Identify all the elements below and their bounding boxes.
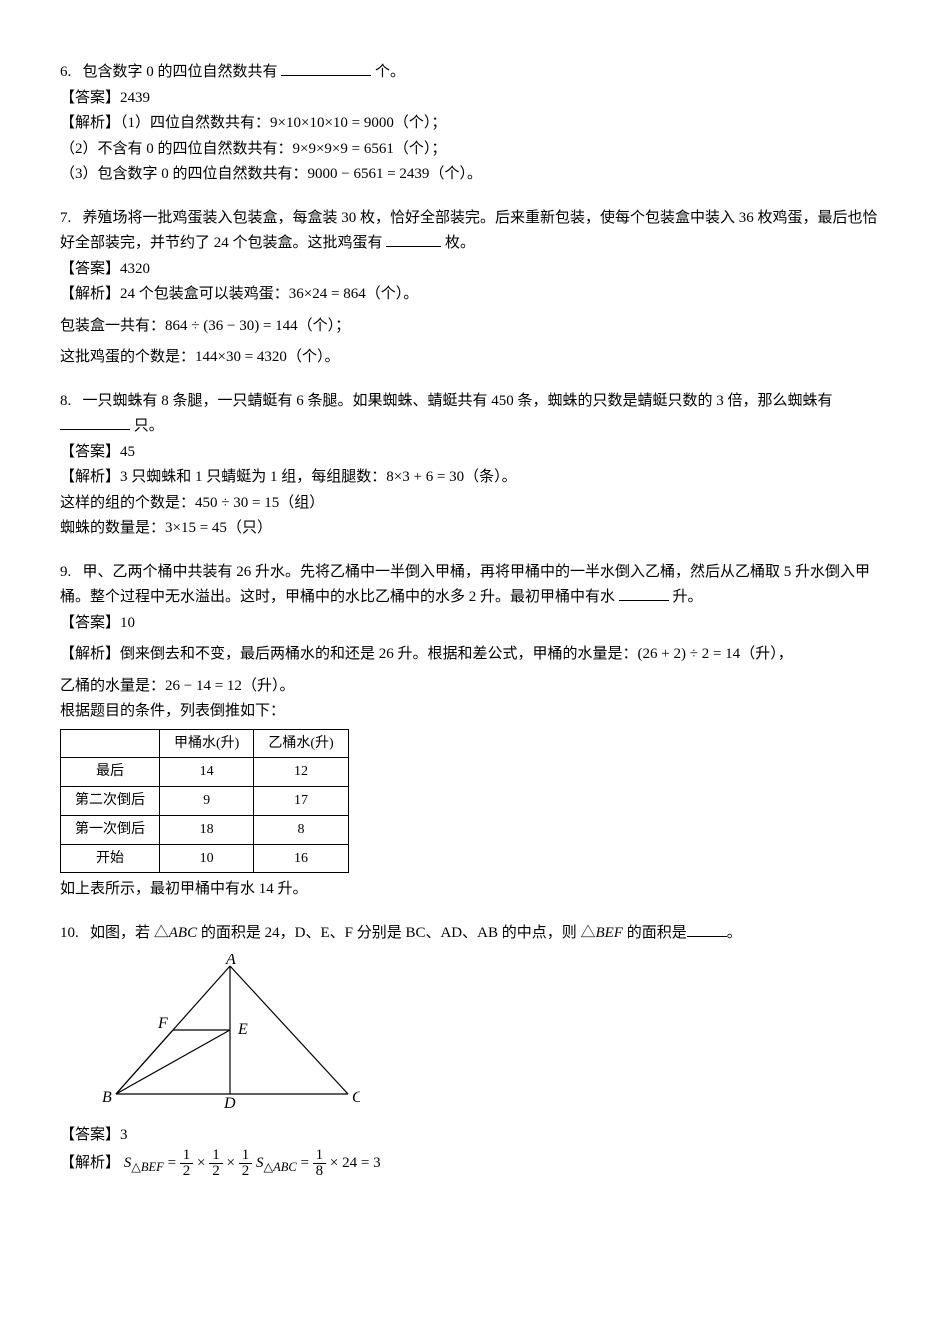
table-cell: 第二次倒后 [61, 787, 160, 816]
triangle-diagram: A B C D E F [100, 954, 885, 1119]
blank [60, 414, 130, 430]
answer-line: 【答案】4320 [60, 257, 885, 283]
svg-text:D: D [223, 1095, 236, 1109]
answer-line: 【答案】10 [60, 611, 885, 637]
blank [386, 231, 441, 247]
problem-6: 6. 包含数字 0 的四位自然数共有 个。 【答案】2439 【解析】（1）四位… [60, 60, 885, 188]
explanation-line: 乙桶的水量是：26 − 14 = 12（升）。 [60, 674, 885, 700]
table-cell: 最后 [61, 758, 160, 787]
table-cell: 8 [254, 815, 348, 844]
q-number: 10. [60, 925, 79, 941]
question-line: 6. 包含数字 0 的四位自然数共有 个。 [60, 60, 885, 86]
explanation-line: （2）不含有 0 的四位自然数共有：9×9×9×9 = 6561（个）； [60, 137, 885, 163]
q-text: 包含数字 0 的四位自然数共有 [83, 64, 278, 80]
explanation-line: 包装盒一共有：864 ÷ (36 − 30) = 144（个）； [60, 314, 885, 340]
blank [281, 60, 371, 76]
table-cell: 16 [254, 844, 348, 873]
explanation-line: 【解析】 S△BEF = 12 × 12 × 12 S△ABC = 18 × 2… [60, 1148, 885, 1179]
table-cell: 17 [254, 787, 348, 816]
table-row: 开始 10 16 [61, 844, 349, 873]
formula: S△BEF = 12 × 12 × 12 S△ABC = 18 × 24 = 3 [124, 1155, 381, 1171]
explanation-line: 【解析】3 只蜘蛛和 1 只蜻蜓为 1 组，每组腿数：8×3 + 6 = 30（… [60, 465, 885, 491]
question-line: 10. 如图，若 △ABC 的面积是 24，D、E、F 分别是 BC、AD、AB… [60, 921, 885, 947]
answer-line: 【答案】3 [60, 1123, 885, 1149]
q-number: 6. [60, 64, 71, 80]
outro-line: 如上表所示，最初甲桶中有水 14 升。 [60, 877, 885, 903]
table-cell: 第一次倒后 [61, 815, 160, 844]
blank [619, 585, 669, 601]
explanation-line: 【解析】（1）四位自然数共有：9×10×10×10 = 9000（个）； [60, 111, 885, 137]
question-line: 9. 甲、乙两个桶中共装有 26 升水。先将乙桶中一半倒入甲桶，再将甲桶中的一半… [60, 560, 885, 611]
problem-7: 7. 养殖场将一批鸡蛋装入包装盒，每盒装 30 枚，恰好全部装完。后来重新包装，… [60, 206, 885, 371]
table-row: 最后 14 12 [61, 758, 349, 787]
svg-text:F: F [157, 1015, 168, 1032]
answer-line: 【答案】2439 [60, 86, 885, 112]
svg-text:C: C [352, 1089, 360, 1106]
triangle-svg: A B C D E F [100, 954, 360, 1109]
table-cell: 12 [254, 758, 348, 787]
explanation-line: 【解析】倒来倒去和不变，最后两桶水的和还是 26 升。根据和差公式，甲桶的水量是… [60, 642, 885, 668]
problem-10: 10. 如图，若 △ABC 的面积是 24，D、E、F 分别是 BC、AD、AB… [60, 921, 885, 1180]
table-cell [61, 729, 160, 758]
question-line: 8. 一只蜘蛛有 8 条腿，一只蜻蜓有 6 条腿。如果蜘蛛、蜻蜓共有 450 条… [60, 389, 885, 440]
problem-9: 9. 甲、乙两个桶中共装有 26 升水。先将乙桶中一半倒入甲桶，再将甲桶中的一半… [60, 560, 885, 903]
explanation-line: （3）包含数字 0 的四位自然数共有：9000 − 6561 = 2439（个）… [60, 162, 885, 188]
table-row: 第二次倒后 9 17 [61, 787, 349, 816]
svg-text:E: E [237, 1021, 248, 1038]
q-number: 9. [60, 564, 71, 580]
answer-label: 【答案】 [60, 90, 120, 106]
table-cell: 14 [160, 758, 254, 787]
problem-8: 8. 一只蜘蛛有 8 条腿，一只蜻蜓有 6 条腿。如果蜘蛛、蜻蜓共有 450 条… [60, 389, 885, 542]
table-cell: 乙桶水(升) [254, 729, 348, 758]
answer-value: 2439 [120, 90, 150, 106]
explanation-line: 这样的组的个数是：450 ÷ 30 = 15（组） [60, 491, 885, 517]
backward-table: 甲桶水(升) 乙桶水(升) 最后 14 12 第二次倒后 9 17 第一次倒后 … [60, 729, 349, 874]
explanation-label: 【解析】 [60, 115, 120, 131]
question-line: 7. 养殖场将一批鸡蛋装入包装盒，每盒装 30 枚，恰好全部装完。后来重新包装，… [60, 206, 885, 257]
table-cell: 10 [160, 844, 254, 873]
svg-text:B: B [102, 1089, 112, 1106]
table-header-row: 甲桶水(升) 乙桶水(升) [61, 729, 349, 758]
explanation-line: 【解析】24 个包装盒可以装鸡蛋：36×24 = 864（个）。 [60, 282, 885, 308]
table-cell: 18 [160, 815, 254, 844]
explanation-line: 蜘蛛的数量是：3×15 = 45（只） [60, 516, 885, 542]
q-number: 7. [60, 210, 71, 226]
blank [687, 921, 727, 937]
table-cell: 9 [160, 787, 254, 816]
table-cell: 甲桶水(升) [160, 729, 254, 758]
table-intro: 根据题目的条件，列表倒推如下： [60, 699, 885, 725]
q-text: 个。 [375, 64, 405, 80]
q-number: 8. [60, 393, 71, 409]
svg-text:A: A [225, 954, 236, 968]
answer-line: 【答案】45 [60, 440, 885, 466]
table-cell: 开始 [61, 844, 160, 873]
explanation-line: 这批鸡蛋的个数是：144×30 = 4320（个）。 [60, 345, 885, 371]
table-row: 第一次倒后 18 8 [61, 815, 349, 844]
